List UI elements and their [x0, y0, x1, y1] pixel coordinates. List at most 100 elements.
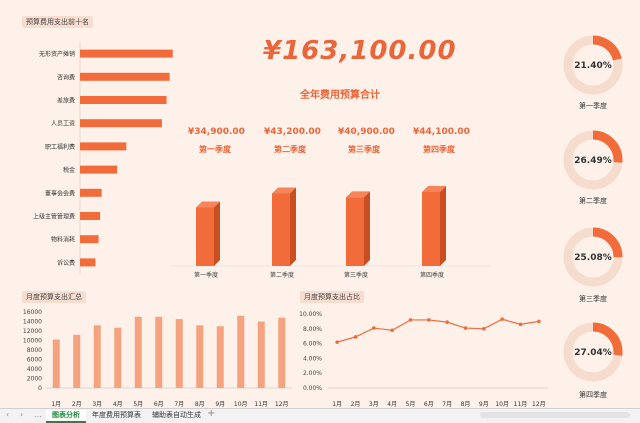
mline-point	[372, 326, 376, 330]
hbar-bar	[80, 119, 162, 128]
mline-category-label: 11月	[514, 401, 528, 408]
mbar-category-label: 10月	[234, 401, 248, 408]
mline-category-label: 3月	[369, 401, 379, 408]
quarterly-column-chart: 第一季度 第二季度 第三季度 第四季度	[170, 186, 490, 279]
qbar-category-label: 第三季度	[344, 271, 368, 279]
mbar-bar	[114, 327, 122, 388]
qbar-front	[422, 192, 440, 266]
mline-point	[335, 340, 339, 344]
mline-category-label: 5月	[406, 401, 416, 408]
hbar-bar	[80, 49, 173, 58]
hbar-bar	[80, 142, 127, 151]
annual-total-label: 全年费用预算合计	[300, 90, 380, 101]
donut-arc	[563, 322, 623, 382]
q4-name: 第四季度	[423, 145, 455, 154]
mbar-category-label: 7月	[174, 401, 184, 408]
donut-q4-label: 第四季度	[579, 391, 607, 399]
q3-name: 第三季度	[348, 145, 380, 154]
sheet-tab-bar: ‹ › … 图表分析 年度费用预算表 辅助表自动生成 +	[0, 408, 640, 423]
tab-next-icon[interactable]: ›	[20, 410, 24, 419]
monthly-line-chart: 0.00% 2.00% 4.00% 6.00% 8.00% 10.00% 1月 2月 3月 4月 5…	[299, 311, 548, 408]
mbar-ytick-label: 8000	[27, 347, 42, 354]
q3-value: ¥40,900.00	[338, 127, 395, 137]
qbar-category-label: 第四季度	[420, 271, 444, 279]
donut-arc	[563, 227, 623, 287]
mline-category-label: 7月	[442, 401, 452, 408]
hbar-bar	[80, 235, 99, 244]
qbar-category-label: 第二季度	[270, 271, 294, 279]
tab-more-icon[interactable]: …	[34, 410, 42, 419]
mbar-category-label: 9月	[215, 401, 225, 408]
donut-q4: 27.04%	[563, 322, 623, 382]
mbar-bar	[93, 325, 101, 388]
mline-point	[445, 320, 449, 324]
mbar-bar	[257, 321, 265, 388]
mline-point	[537, 319, 541, 324]
mline-category-label: 9月	[479, 401, 489, 408]
mbar-category-label: 3月	[92, 401, 102, 408]
tab-auxiliary[interactable]: 辅助表自动生成	[152, 411, 201, 419]
mline-ytick-label: 4.00%	[303, 355, 322, 362]
mline-point	[500, 317, 504, 321]
donut-q3-label: 第三季度	[579, 295, 607, 303]
mbar-ytick-label: 4000	[27, 366, 42, 373]
mline-ytick-label: 6.00%	[303, 341, 322, 348]
qbar-category-label: 第一季度	[194, 271, 218, 279]
mline-point	[390, 328, 394, 333]
mbar-category-label: 1月	[51, 401, 61, 408]
mbar-bar	[155, 316, 163, 388]
hbar-category-label: 诉讼费	[57, 259, 75, 267]
mline-ytick-label: 10.00%	[299, 311, 322, 318]
monthly-summary-title: 月度预算支出汇总	[22, 291, 86, 303]
mline-series-line	[337, 318, 539, 343]
mbar-ytick-label: 12000	[23, 328, 42, 335]
donut-arc	[563, 35, 623, 95]
mbar-bar	[175, 319, 183, 388]
mline-category-label: 8月	[461, 401, 471, 408]
hbar-category-label: 税金	[63, 166, 75, 174]
add-sheet-icon[interactable]: +	[207, 408, 216, 419]
tab-annual-budget[interactable]: 年度费用预算表	[92, 411, 141, 419]
qbar-top	[422, 186, 446, 192]
mline-ytick-label: 8.00%	[303, 326, 322, 333]
tab-prev-icon[interactable]: ‹	[6, 410, 10, 419]
mbar-ytick-label: 0	[38, 385, 42, 392]
qbar-top	[346, 191, 370, 198]
hbar-category-label: 上级主管管理费	[33, 213, 75, 221]
mline-category-label: 4月	[387, 401, 397, 408]
hbar-bar	[80, 72, 170, 81]
mbar-bar	[237, 315, 245, 388]
mbar-bar	[216, 326, 224, 388]
qbar-top	[196, 201, 220, 208]
qbar-side	[440, 186, 446, 266]
donut-arc	[563, 130, 623, 190]
qbar-side	[214, 201, 220, 266]
mbar-bar	[52, 339, 60, 388]
hbar-bar	[80, 258, 96, 267]
hbar-category-label: 董事会会费	[45, 189, 75, 197]
mline-category-label: 1月	[332, 401, 342, 408]
mline-category-label: 12月	[532, 401, 546, 408]
hbar-bar	[80, 96, 167, 104]
mbar-ytick-label: 10000	[23, 338, 42, 345]
mbar-bar	[134, 316, 142, 388]
qbar-front	[346, 197, 364, 266]
q1-name: 第一季度	[199, 145, 231, 154]
donut-percent-label: 26.49%	[574, 156, 612, 166]
q1-value: ¥34,900.00	[188, 127, 245, 137]
mline-ytick-label: 0.00%	[303, 385, 322, 392]
hbar-category-label: 差旅费	[57, 97, 75, 105]
mbar-category-label: 12月	[275, 401, 289, 408]
horizontal-scrollbar[interactable]	[480, 412, 630, 418]
hbar-category-label: 人员工资	[51, 120, 75, 128]
qbar-front	[196, 207, 214, 266]
mbar-category-label: 11月	[254, 401, 268, 408]
mbar-ytick-label: 14000	[23, 319, 42, 326]
tab-chart-analysis[interactable]: 图表分析	[46, 410, 86, 423]
mline-category-label: 10月	[495, 401, 509, 408]
q2-value: ¥43,200.00	[264, 127, 321, 137]
donut-percent-label: 25.08%	[574, 253, 612, 263]
donut-percent-label: 21.40%	[574, 61, 612, 71]
hbar-bar	[80, 188, 102, 197]
donut-q2: 26.49%	[563, 130, 623, 190]
